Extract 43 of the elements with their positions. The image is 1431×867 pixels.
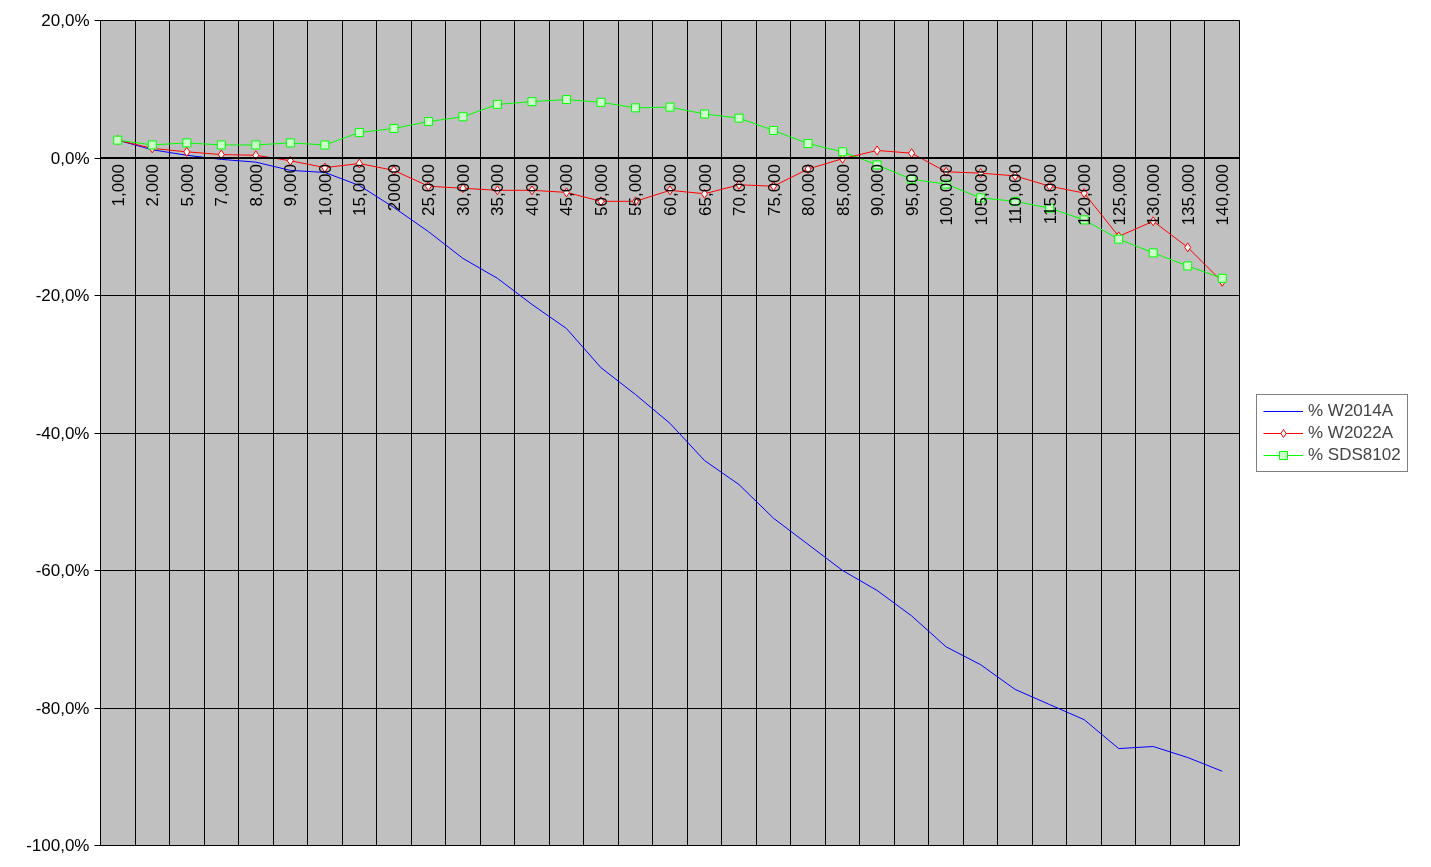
x-tick-label: 25,000	[419, 164, 439, 216]
y-tick-label: -100,0%	[26, 836, 90, 855]
legend-label: % SDS8102	[1308, 444, 1401, 465]
x-tick-label: 20000	[384, 163, 404, 212]
x-tick-label: 8,000	[246, 163, 266, 207]
x-tick-label: 60,000	[661, 164, 680, 216]
x-tick-label: 70,000	[730, 164, 750, 216]
x-tick-label: 95,000	[902, 164, 922, 216]
x-tick-label: 140,000	[1213, 164, 1233, 226]
x-tick-label: 30,000	[453, 164, 473, 216]
x-tick-label: 15,000	[350, 164, 370, 216]
x-tick-label: 125,000	[1109, 164, 1129, 226]
x-tick-label: 105,000	[971, 164, 991, 226]
x-tick-label: 90,000	[868, 164, 888, 216]
y-tick-label: -40,0%	[35, 423, 90, 443]
x-tick-label: 110,000	[1006, 163, 1026, 225]
x-tick-label: 2,000	[143, 163, 163, 207]
x-tick-label: 40,000	[522, 164, 542, 216]
x-tick-label: 135,000	[1178, 164, 1198, 226]
x-tick-label: 120,000	[1075, 164, 1095, 226]
x-tick-label: 9,000	[281, 163, 301, 207]
x-tick-label: 45,000	[557, 164, 577, 216]
y-tick-label: 0,0%	[50, 148, 90, 168]
x-tick-label: 65,000	[695, 164, 715, 216]
legend-label: % W2022A	[1308, 422, 1394, 443]
x-tick-label: 100,000	[937, 164, 957, 226]
x-tick-label: 5,000	[177, 163, 197, 207]
x-tick-label: 85,000	[833, 164, 853, 216]
y-tick-label: -60,0%	[35, 561, 90, 580]
x-tick-label: 75,000	[764, 164, 784, 216]
x-tick-label: 35,000	[488, 164, 508, 216]
y-tick-label: 20,0%	[41, 11, 90, 30]
x-tick-label: 115,000	[1040, 163, 1060, 225]
y-tick-label: -20,0%	[35, 286, 90, 305]
x-tick-label: 10,000	[315, 164, 335, 216]
y-tick-label: -80,0%	[35, 698, 90, 718]
x-tick-label: 130,000	[1144, 164, 1164, 226]
x-tick-label: 80,000	[799, 164, 819, 216]
x-tick-label: 7,000	[212, 163, 232, 207]
x-tick-label: 1,000	[108, 163, 128, 207]
x-tick-label: 50,000	[591, 164, 611, 216]
x-tick-label: 55,000	[626, 164, 646, 216]
legend-label: % W2014A	[1308, 400, 1394, 421]
